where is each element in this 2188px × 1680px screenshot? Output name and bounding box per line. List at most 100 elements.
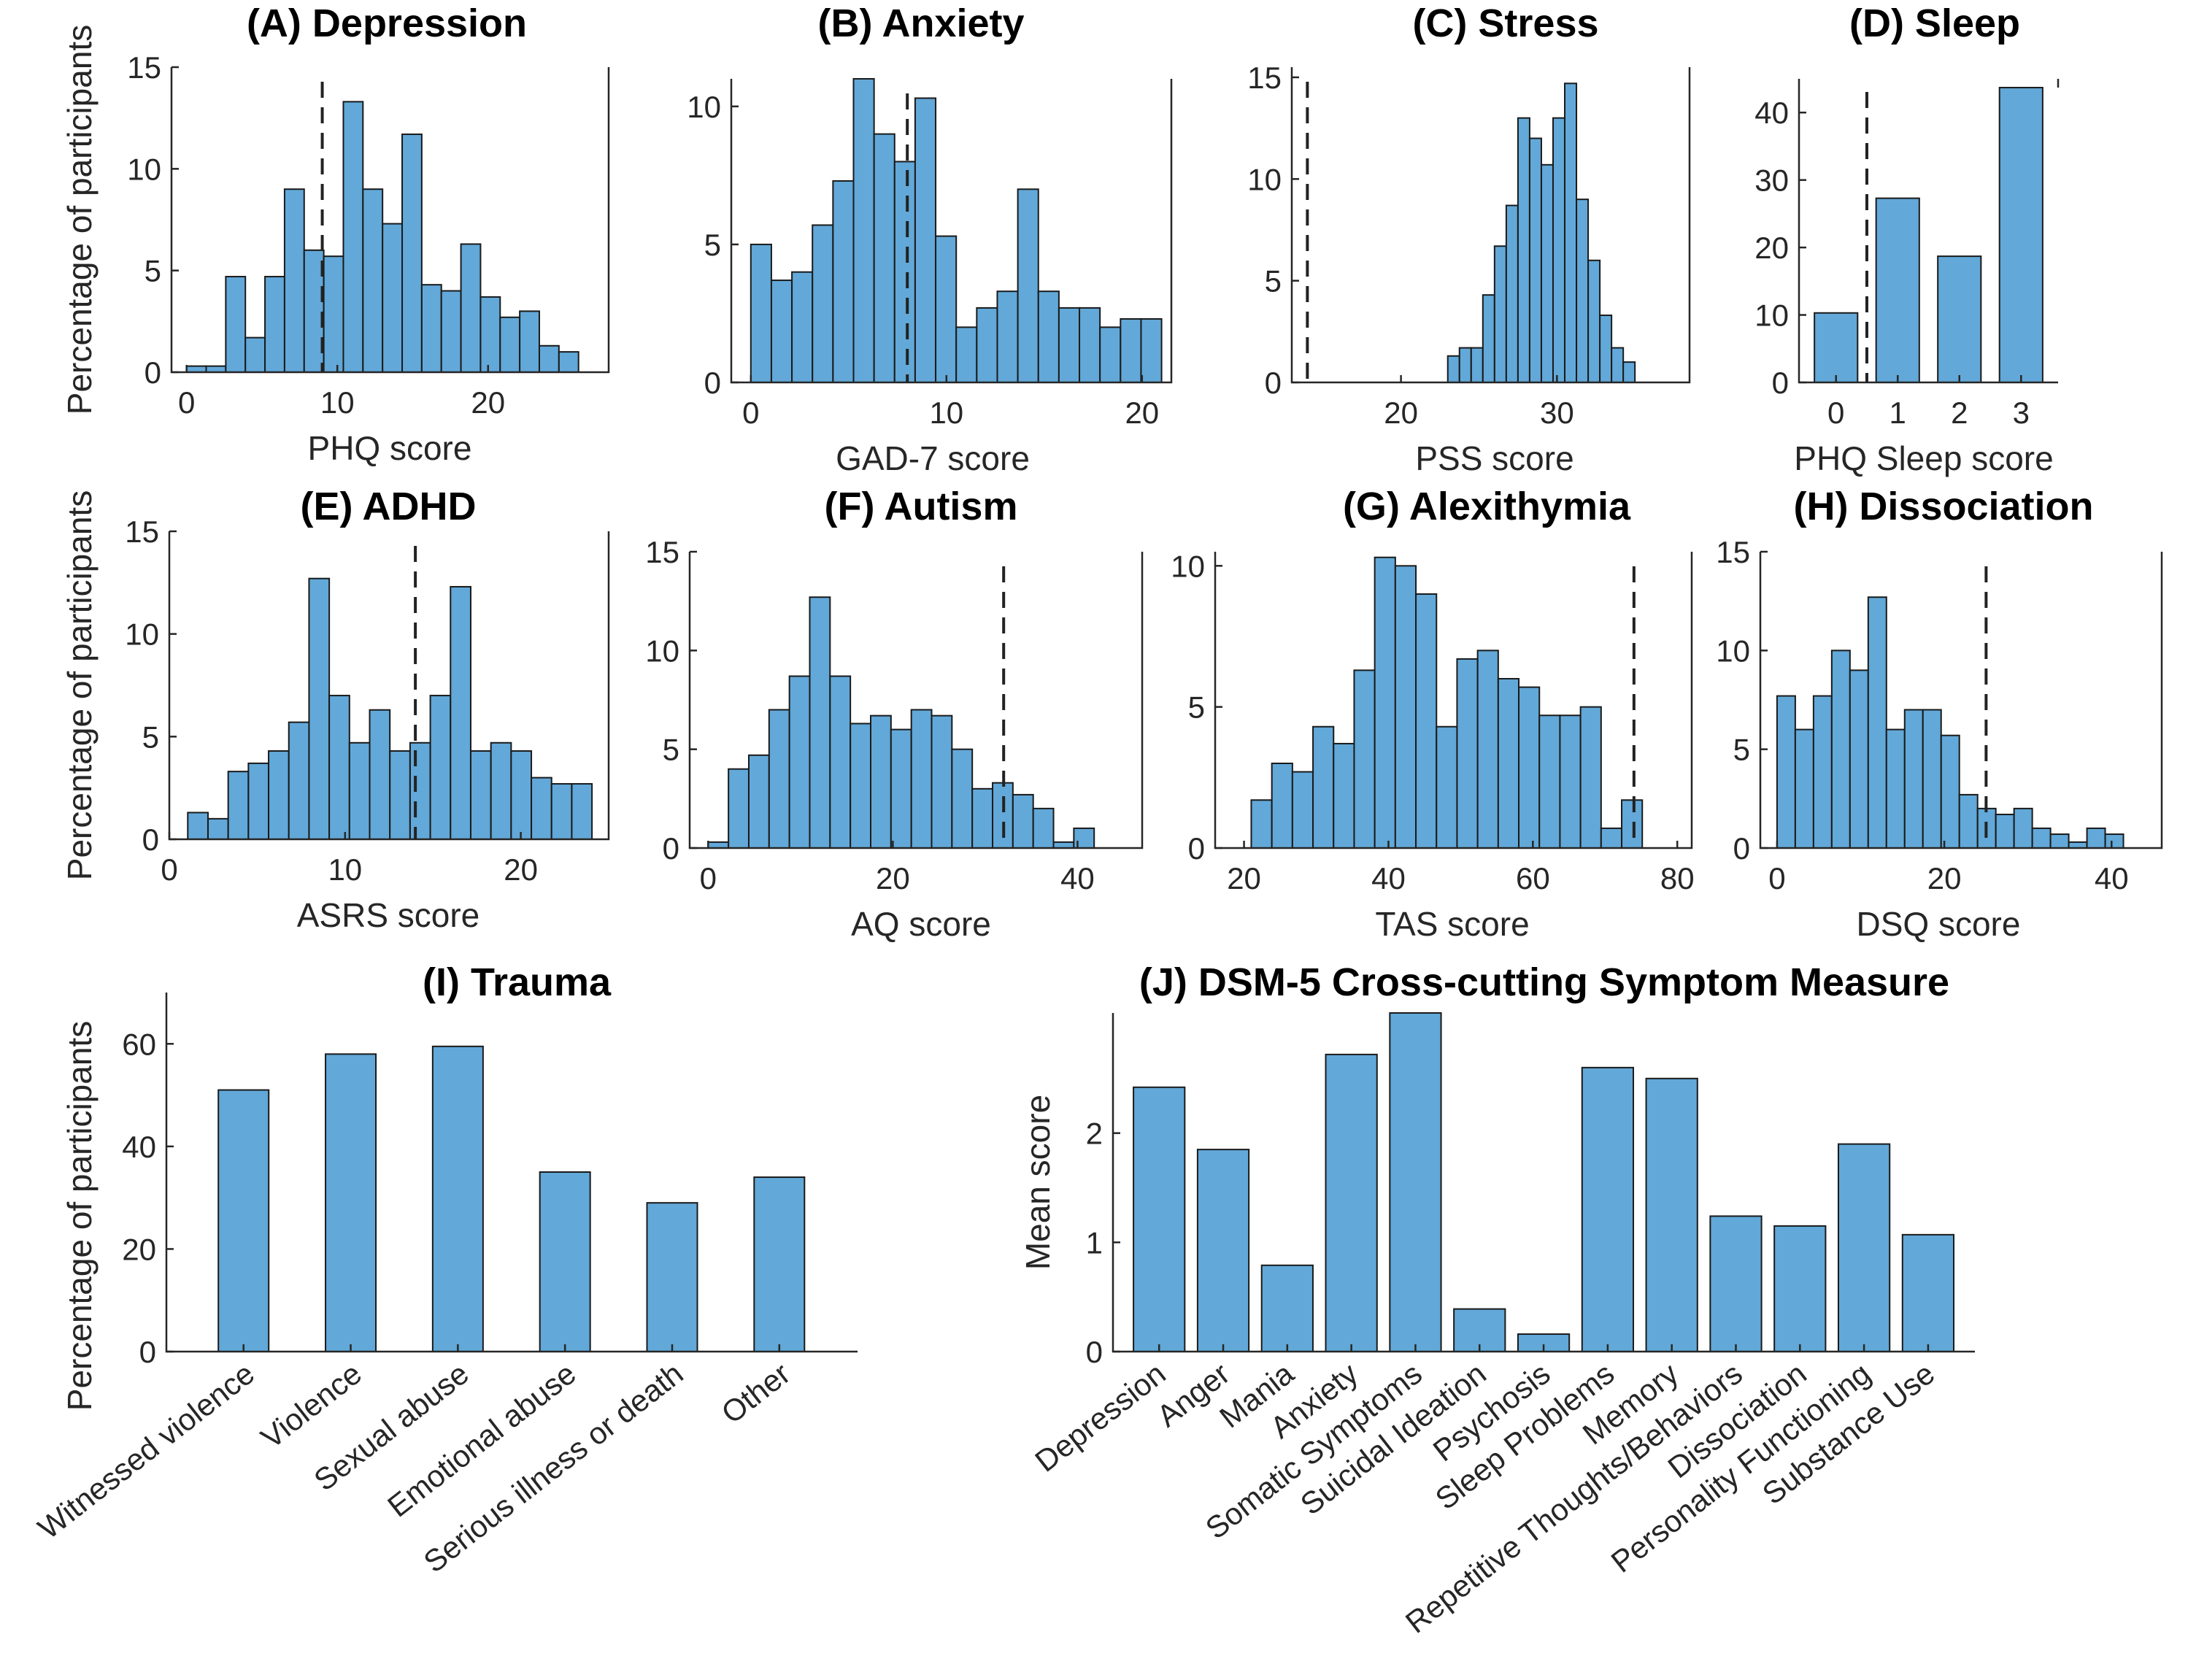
x-tick-label: 80 [1660, 861, 1695, 895]
histogram-bar [870, 714, 892, 849]
histogram-bar [770, 280, 793, 383]
x-tick-label: 10 [929, 396, 963, 430]
x-axis-label: PHQ score [308, 429, 472, 467]
histogram-bar [308, 577, 331, 840]
histogram-bar [1958, 793, 1979, 849]
x-tick-label: 3 [2013, 396, 2030, 430]
histogram-bar [469, 750, 492, 840]
x-category-label: Other [715, 1356, 797, 1430]
histogram-bar [499, 316, 521, 374]
histogram-bar [187, 812, 209, 840]
histogram-bar [951, 748, 974, 849]
histogram-bar [1476, 650, 1499, 849]
histogram-bar [832, 180, 855, 383]
histogram-bar [2086, 827, 2106, 849]
histogram-bar [558, 351, 579, 373]
histogram-bar [227, 771, 250, 841]
x-tick-label: 40 [2095, 861, 2129, 895]
x-category-label: Emotional abuse [381, 1356, 582, 1524]
y-tick-label: 10 [1716, 633, 1750, 668]
x-tick-label: 0 [1768, 861, 1785, 895]
histogram-bar [244, 336, 266, 374]
histogram-bar [342, 101, 364, 374]
panel-b: (B) Anxiety 0 5 10 0 10 20 GAD-7 score [687, 1, 1173, 477]
histogram-bar [288, 721, 310, 841]
bar-memory [1645, 1077, 1698, 1352]
histogram-bar [1538, 714, 1561, 849]
histogram-bar [362, 188, 384, 374]
x-tick-label: 2 [1951, 396, 1968, 430]
y-tick-label: 15 [1716, 535, 1750, 569]
histogram-bar [1552, 117, 1566, 383]
histogram-bar [935, 235, 958, 383]
histogram-bar [1353, 669, 1376, 849]
histogram-bar [440, 290, 462, 373]
histogram-bar [971, 787, 994, 849]
panel-f: (F) Autism 0 5 10 15 0 20 40 AQ score [645, 485, 1144, 943]
histogram-bar [1415, 593, 1438, 849]
histogram-bar [1587, 259, 1601, 383]
bar-violence [325, 1053, 377, 1353]
panel-title: (D) Sleep [1849, 1, 2020, 45]
y-tick-label: 10 [1247, 162, 1282, 196]
panel-title: (B) Anxiety [817, 1, 1024, 45]
y-tick-label: 15 [645, 535, 679, 569]
x-tick-label: 20 [1384, 396, 1418, 430]
histogram-bar [1456, 658, 1479, 849]
histogram-bar [829, 675, 852, 849]
histogram-bar [429, 695, 452, 840]
histogram-bar [479, 296, 501, 374]
y-tick-label: 5 [1188, 690, 1205, 725]
panel-title: (H) Dissociation [1793, 485, 2093, 528]
y-axis-label: Percentage of participants [61, 490, 99, 880]
histogram-bar [1812, 695, 1833, 849]
histogram-bar [2049, 833, 2070, 849]
histogram-bar [1579, 706, 1602, 849]
y-tick-label: 2 [1086, 1117, 1103, 1151]
x-axis-label: DSQ score [1857, 905, 2021, 943]
histogram-bar [728, 768, 750, 849]
y-tick-label: 0 [1188, 831, 1205, 866]
x-tick-label: 0 [161, 852, 177, 887]
panel-g: (G) Alexithymia 0 5 10 20 40 60 80 TAS score [1171, 485, 1694, 943]
histogram-bar [460, 243, 482, 373]
bar-0 [1814, 312, 1859, 384]
histogram-bar [450, 585, 471, 841]
histogram-bar [382, 223, 404, 373]
y-axis-label: Percentage of participants [61, 25, 99, 415]
histogram-bar [283, 188, 305, 374]
panel-c: (C) Stress 0 5 10 15 20 30 PSS score [1247, 1, 1691, 477]
histogram-bar [323, 255, 344, 373]
bar-emotional-abuse [539, 1171, 591, 1352]
histogram-bar [1505, 204, 1519, 383]
histogram-bar [1079, 307, 1101, 383]
y-axis-label: Mean score [1019, 1095, 1057, 1270]
histogram-bar [1374, 556, 1396, 849]
bar-mania [1260, 1264, 1314, 1353]
axis-lines [168, 531, 610, 841]
y-tick-label: 10 [1754, 298, 1789, 333]
bar-dissociation [1773, 1225, 1827, 1352]
y-tick-label: 5 [142, 720, 159, 754]
histogram-bar [873, 133, 895, 384]
x-tick-label: 20 [1227, 861, 1261, 895]
y-tick-label: 0 [1265, 366, 1282, 400]
panel-title: (A) Depression [247, 1, 527, 45]
histogram-bar [490, 741, 512, 840]
bar-witnessed-violence [217, 1089, 270, 1352]
x-tick-label: 10 [320, 385, 355, 420]
x-tick-label: 0 [178, 385, 195, 420]
histogram-bar [1518, 686, 1541, 849]
histogram-bar [1885, 728, 1906, 849]
histogram-bar [2104, 833, 2125, 849]
y-tick-label: 5 [1265, 264, 1282, 298]
histogram-bar [571, 783, 593, 841]
histogram-bar [1599, 315, 1613, 384]
y-tick-label: 5 [145, 254, 161, 288]
histogram-bar [1482, 294, 1495, 384]
x-tick-label: 20 [504, 852, 538, 887]
histogram-bar [914, 97, 937, 384]
histogram-bar [1458, 347, 1472, 383]
histogram-bar [1447, 355, 1460, 383]
y-tick-label: 0 [145, 355, 161, 390]
